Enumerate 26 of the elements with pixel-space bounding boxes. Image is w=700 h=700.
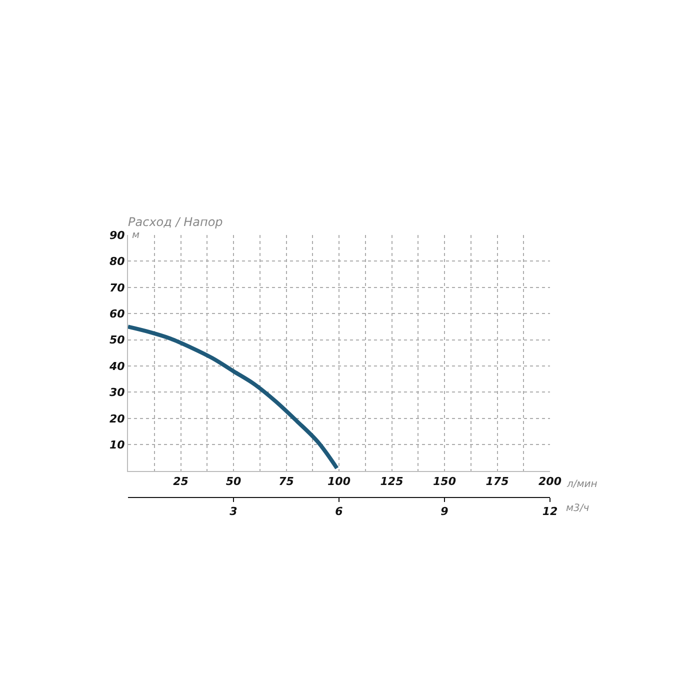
x2-tick-label: 3	[230, 505, 238, 518]
x-axis-title: л/мин	[566, 479, 598, 490]
y-tick-label: 70	[109, 281, 126, 294]
x2-tick-label: 9	[440, 505, 449, 518]
x-tick-label: 50	[226, 475, 242, 488]
x-tick-label: 100	[328, 475, 351, 488]
y-axis-title: м	[132, 230, 140, 241]
x2-axis-title: м3/ч	[566, 503, 590, 514]
chart-title: Расход / Напор	[128, 215, 224, 230]
x2-tick-label: 6	[335, 505, 344, 518]
y-tick-label: 10	[109, 438, 126, 452]
y-tick-label: 30	[109, 386, 126, 400]
y-tick-label: 60	[109, 307, 126, 320]
x-tick-label: 75	[278, 475, 294, 488]
line-series	[128, 324, 339, 470]
y-tick-label: 20	[109, 412, 126, 426]
x-tick-label: 175	[486, 475, 510, 488]
x2-tick-label: 12	[542, 505, 558, 518]
y-tick-label: 50	[109, 334, 126, 347]
y-tick-label: 40	[108, 360, 126, 373]
x-tick-label: 125	[380, 475, 404, 488]
x-tick-label: 200	[538, 475, 562, 488]
y-tick-label: 90	[109, 228, 126, 242]
x-tick-label: 25	[173, 475, 189, 488]
x-tick-label: 150	[433, 475, 456, 488]
y-tick-label: 80	[109, 255, 126, 268]
